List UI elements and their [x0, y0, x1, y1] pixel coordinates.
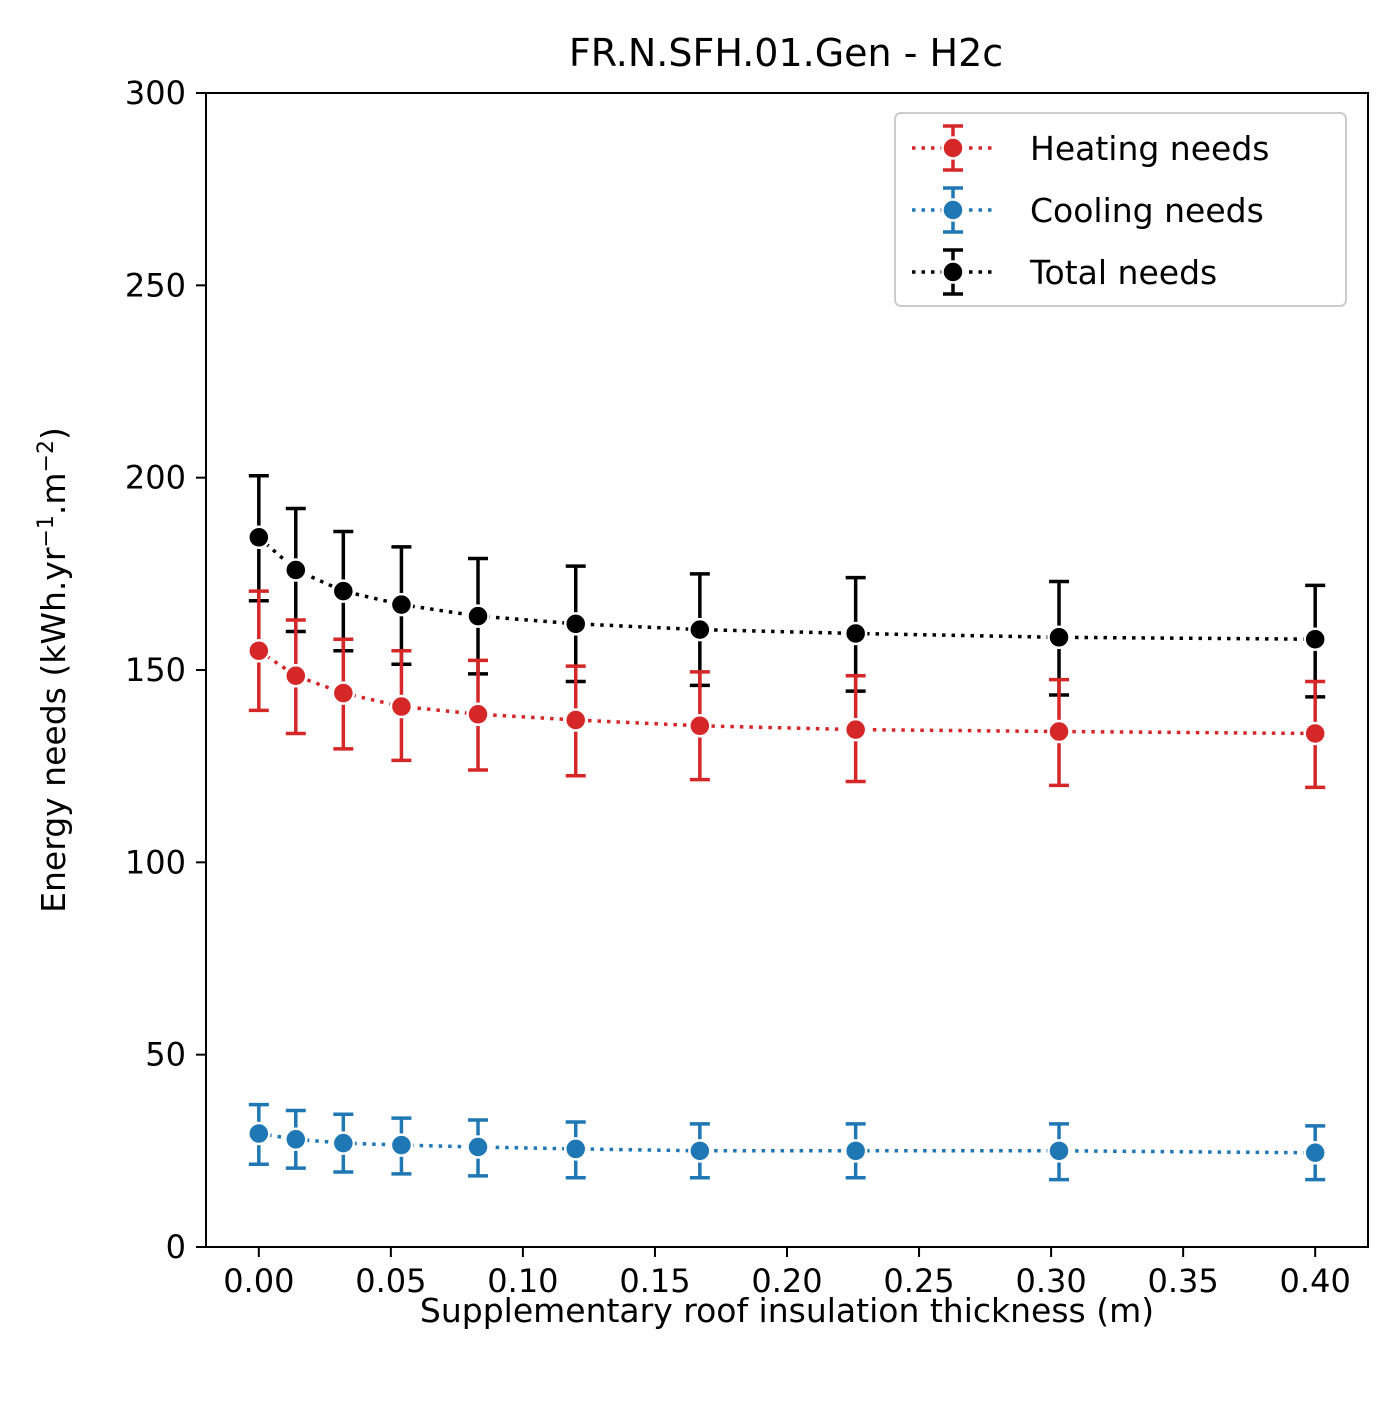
legend-label: Cooling needs [1030, 191, 1264, 230]
data-point [563, 1137, 588, 1161]
data-point [1047, 1139, 1071, 1163]
legend-marker [941, 260, 965, 284]
data-point [563, 612, 588, 636]
data-point [389, 694, 414, 719]
series-0 [247, 589, 1327, 790]
chart-title: FR.N.SFH.01.Gen - H2c [569, 31, 1003, 75]
legend-marker [941, 136, 965, 160]
data-point [688, 714, 712, 738]
legend-label: Total needs [1029, 253, 1217, 292]
legend-marker [941, 198, 965, 222]
data-point [843, 1139, 868, 1163]
x-tick-label: 0.20 [751, 1262, 822, 1300]
y-tick-label: 100 [125, 843, 186, 881]
data-point [1303, 721, 1327, 746]
data-point [688, 1139, 712, 1163]
data-point [389, 1133, 414, 1157]
y-axis-label-end: ) [34, 427, 73, 440]
x-tick-label: 0.00 [223, 1262, 294, 1300]
y-axis-label: Energy needs (kWh.yr−1.m−2) [34, 427, 73, 913]
x-tick-label: 0.05 [355, 1262, 426, 1300]
data-point [688, 617, 712, 642]
x-tick-label: 0.40 [1280, 1262, 1351, 1300]
data-point [1303, 1141, 1327, 1165]
data-point [331, 579, 356, 603]
series-line [257, 649, 1316, 736]
data-point [284, 1127, 308, 1152]
data-point [247, 525, 271, 550]
x-tick-label: 0.25 [883, 1262, 954, 1300]
x-tick-label: 0.10 [487, 1262, 558, 1300]
series-line [257, 535, 1316, 641]
data-point [389, 592, 414, 617]
series-layer [247, 473, 1327, 1182]
data-point [331, 681, 356, 705]
y-axis-ticks: 0 50 100 150 200 250 300 [125, 74, 206, 1266]
data-point [466, 604, 490, 628]
data-point [247, 639, 271, 663]
legend-frame [894, 112, 1347, 307]
y-axis-label-mid: .m [34, 472, 73, 515]
y-axis-label-exp1: −1 [34, 515, 59, 547]
data-point [466, 1135, 490, 1159]
data-point [247, 1121, 271, 1146]
y-tick-label: 250 [125, 266, 186, 304]
series-1 [247, 1102, 1327, 1182]
y-tick-label: 50 [145, 1036, 186, 1074]
legend-entry: Heating needs [912, 124, 1269, 172]
data-point [284, 558, 308, 582]
series-2 [247, 473, 1327, 699]
y-tick-label: 200 [125, 459, 186, 497]
x-tick-label: 0.30 [1015, 1262, 1086, 1300]
legend-entries: Heating needs Cooling needs Total needs [912, 124, 1269, 296]
x-axis-label: Supplementary roof insulation thickness … [420, 1291, 1154, 1330]
data-point [331, 1131, 356, 1155]
legend: Heating needs Cooling needs Total needs [894, 112, 1347, 307]
legend-entry: Cooling needs [912, 186, 1264, 234]
data-point [843, 717, 868, 742]
data-point [563, 708, 588, 732]
data-point [1047, 719, 1071, 744]
series-line [258, 1131, 1316, 1155]
legend-label: Heating needs [1030, 129, 1269, 168]
y-tick-label: 300 [125, 74, 186, 112]
legend-entry: Total needs [912, 248, 1217, 296]
x-tick-label: 0.35 [1148, 1262, 1219, 1300]
y-tick-label: 0 [166, 1228, 186, 1266]
data-point [1303, 627, 1327, 651]
data-point [1047, 625, 1071, 650]
y-axis-label-exp2: −2 [34, 440, 59, 472]
y-axis-label-main: Energy needs (kWh.yr [34, 547, 73, 913]
data-point [843, 621, 868, 646]
data-point [284, 664, 308, 688]
x-tick-label: 0.15 [619, 1262, 690, 1300]
x-axis-ticks: 0.00 0.05 0.10 0.15 0.20 0.25 0.30 0.35 0.40 [223, 1247, 1351, 1300]
data-point [466, 702, 490, 726]
y-tick-label: 150 [125, 651, 186, 689]
